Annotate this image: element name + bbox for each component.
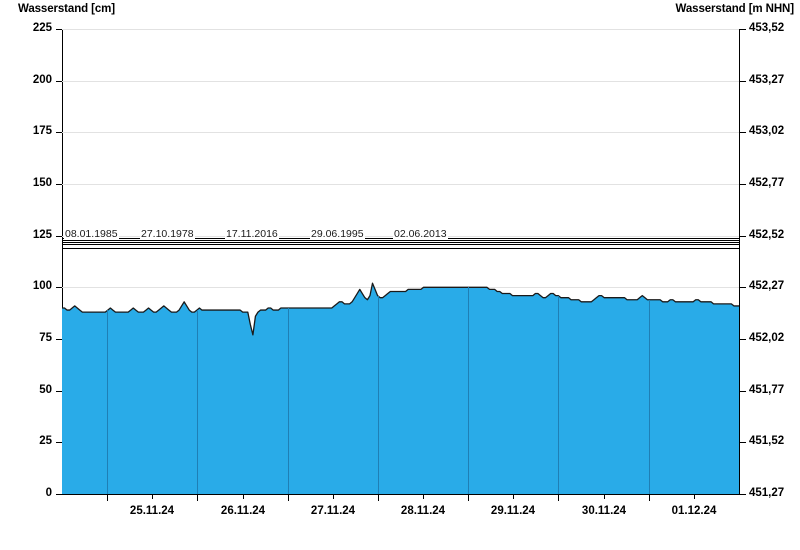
highwater-marker-label: 02.06.2013 xyxy=(393,227,448,240)
left-axis-label: 50 xyxy=(39,384,52,396)
x-axis-tick xyxy=(378,495,379,501)
gridline xyxy=(62,132,739,133)
x-axis-minor-tick xyxy=(604,495,605,499)
right-axis-tick xyxy=(740,494,746,495)
left-axis-label: 75 xyxy=(39,332,52,344)
left-axis-label: 125 xyxy=(32,229,52,241)
plot-left-axis-line xyxy=(62,29,63,495)
left-axis-tick xyxy=(56,442,62,443)
left-axis-tick xyxy=(56,132,62,133)
day-separator-line xyxy=(288,308,289,494)
right-axis-label: 451,77 xyxy=(749,384,785,396)
right-axis-tick xyxy=(740,339,746,340)
left-axis-label: 0 xyxy=(45,487,52,499)
gridline xyxy=(62,81,739,82)
right-axis-tick xyxy=(740,391,746,392)
right-axis-label: 452,77 xyxy=(749,177,785,189)
x-axis-label: 25.11.24 xyxy=(129,505,175,517)
x-axis-tick xyxy=(288,495,289,501)
left-axis-tick xyxy=(56,184,62,185)
right-axis-title: Wasserstand [m NHN] xyxy=(675,3,795,15)
left-axis-tick xyxy=(56,236,62,237)
x-axis-tick xyxy=(468,495,469,501)
plot-area: 08.01.1985 27.10.1978 17.11.2016 29.06.1995… xyxy=(62,29,739,494)
x-axis-label: 29.11.24 xyxy=(490,505,536,517)
x-axis-tick xyxy=(649,495,650,501)
left-axis-label: 225 xyxy=(32,22,52,34)
x-axis-minor-tick xyxy=(513,495,514,499)
x-axis-label: 28.11.24 xyxy=(400,505,446,517)
plot-bottom-axis-line xyxy=(62,494,740,495)
right-axis-label: 453,02 xyxy=(749,125,785,137)
highwater-marker-line xyxy=(62,244,739,245)
x-axis-minor-tick xyxy=(243,495,244,499)
left-axis-label: 175 xyxy=(32,125,52,137)
left-axis-tick xyxy=(56,391,62,392)
right-axis-tick xyxy=(740,132,746,133)
day-separator-line xyxy=(649,299,650,494)
right-axis-tick xyxy=(740,81,746,82)
left-axis-tick xyxy=(56,339,62,340)
right-axis-tick xyxy=(740,287,746,288)
highwater-marker-line xyxy=(62,248,739,249)
left-axis-label: 150 xyxy=(32,177,52,189)
left-axis-tick xyxy=(56,29,62,30)
right-axis-label: 453,52 xyxy=(749,22,785,34)
x-axis-tick xyxy=(197,495,198,501)
gridline xyxy=(62,29,739,30)
right-axis-label: 451,27 xyxy=(749,487,785,499)
highwater-marker-label: 08.01.1985 xyxy=(64,227,119,240)
right-axis-tick xyxy=(740,442,746,443)
gridline xyxy=(62,287,739,288)
x-axis-minor-tick xyxy=(694,495,695,499)
highwater-marker-line xyxy=(62,240,739,241)
x-axis-label: 26.11.24 xyxy=(220,505,266,517)
right-axis-label: 451,52 xyxy=(749,435,785,447)
day-separator-line xyxy=(378,295,379,494)
day-separator-line xyxy=(197,310,198,494)
highwater-marker-label: 27.10.1978 xyxy=(140,227,195,240)
x-axis-tick xyxy=(558,495,559,501)
left-axis-title: Wasserstand [cm] xyxy=(18,3,116,15)
left-axis-tick xyxy=(56,287,62,288)
right-axis-label: 452,02 xyxy=(749,332,785,344)
gridline xyxy=(62,184,739,185)
x-axis-minor-tick xyxy=(152,495,153,499)
day-separator-line xyxy=(558,295,559,494)
left-axis-label: 100 xyxy=(32,280,52,292)
left-axis-label: 200 xyxy=(32,74,52,86)
day-separator-line xyxy=(107,310,108,494)
highwater-marker-label: 29.06.1995 xyxy=(310,227,365,240)
right-axis-label: 452,27 xyxy=(749,280,785,292)
x-axis-tick xyxy=(107,495,108,501)
right-axis-label: 452,52 xyxy=(749,229,785,241)
left-axis-label: 25 xyxy=(39,435,52,447)
left-axis-tick xyxy=(56,81,62,82)
right-axis-tick xyxy=(740,236,746,237)
x-axis-minor-tick xyxy=(333,495,334,499)
x-axis-label: 01.12.24 xyxy=(671,505,717,517)
x-axis-label: 30.11.24 xyxy=(581,505,627,517)
left-axis-tick xyxy=(56,494,62,495)
right-axis-tick xyxy=(740,184,746,185)
plot-right-axis-line xyxy=(739,29,740,495)
water-level-area-series xyxy=(62,29,739,494)
right-axis-label: 453,27 xyxy=(749,74,785,86)
highwater-marker-line xyxy=(62,242,739,243)
x-axis-minor-tick xyxy=(423,495,424,499)
day-separator-line xyxy=(468,287,469,494)
x-axis-label: 27.11.24 xyxy=(310,505,356,517)
right-axis-tick xyxy=(740,29,746,30)
highwater-marker-label: 17.11.2016 xyxy=(225,227,279,240)
